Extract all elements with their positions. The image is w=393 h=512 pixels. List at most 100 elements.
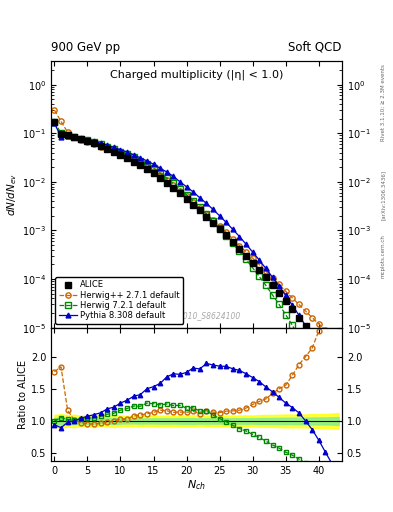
Pythia 8.308 default bbox=[178, 179, 182, 185]
Herwig 7.2.1 default bbox=[217, 225, 222, 231]
Herwig++ 2.7.1 default bbox=[52, 107, 57, 113]
Pythia 8.308 default bbox=[277, 283, 281, 289]
Herwig 7.2.1 default bbox=[52, 119, 57, 125]
ALICE bbox=[105, 146, 110, 152]
ALICE bbox=[52, 119, 57, 125]
Pythia 8.308 default bbox=[257, 257, 262, 263]
Text: Charged multiplicity (|η| < 1.0): Charged multiplicity (|η| < 1.0) bbox=[110, 70, 283, 80]
Line: Herwig 7.2.1 default: Herwig 7.2.1 default bbox=[52, 119, 341, 419]
ALICE bbox=[310, 331, 314, 337]
Herwig++ 2.7.1 default bbox=[211, 217, 215, 223]
ALICE bbox=[336, 368, 341, 374]
Text: mcplots.cern.ch: mcplots.cern.ch bbox=[381, 234, 386, 278]
Herwig 7.2.1 default bbox=[92, 139, 96, 145]
Herwig 7.2.1 default bbox=[59, 130, 63, 136]
Pythia 8.308 default bbox=[98, 140, 103, 146]
Herwig++ 2.7.1 default bbox=[316, 321, 321, 327]
Pythia 8.308 default bbox=[164, 169, 169, 175]
ALICE bbox=[112, 148, 116, 155]
Pythia 8.308 default bbox=[145, 158, 149, 164]
Herwig 7.2.1 default bbox=[178, 186, 182, 192]
Pythia 8.308 default bbox=[197, 195, 202, 201]
Herwig 7.2.1 default bbox=[303, 345, 308, 351]
Herwig++ 2.7.1 default bbox=[138, 160, 143, 166]
Herwig++ 2.7.1 default bbox=[125, 154, 129, 160]
Pythia 8.308 default bbox=[158, 165, 163, 172]
Herwig 7.2.1 default bbox=[85, 137, 90, 143]
ALICE bbox=[231, 239, 235, 245]
ALICE bbox=[158, 175, 163, 181]
Herwig++ 2.7.1 default bbox=[330, 334, 334, 340]
Pythia 8.308 default bbox=[310, 334, 314, 340]
ALICE bbox=[323, 348, 328, 354]
Herwig 7.2.1 default bbox=[125, 151, 129, 157]
Herwig 7.2.1 default bbox=[336, 413, 341, 419]
Herwig 7.2.1 default bbox=[72, 134, 77, 140]
Herwig++ 2.7.1 default bbox=[231, 236, 235, 242]
Herwig 7.2.1 default bbox=[316, 370, 321, 376]
Herwig++ 2.7.1 default bbox=[105, 146, 110, 152]
ALICE bbox=[330, 357, 334, 364]
Herwig 7.2.1 default bbox=[105, 143, 110, 150]
Y-axis label: $dN/dN_{ev}$: $dN/dN_{ev}$ bbox=[6, 173, 19, 216]
ALICE bbox=[297, 315, 301, 321]
ALICE bbox=[178, 190, 182, 197]
ALICE bbox=[118, 152, 123, 158]
Pythia 8.308 default bbox=[184, 184, 189, 190]
ALICE bbox=[151, 170, 156, 176]
ALICE bbox=[171, 185, 176, 191]
Herwig++ 2.7.1 default bbox=[59, 118, 63, 124]
Herwig++ 2.7.1 default bbox=[85, 139, 90, 145]
ALICE bbox=[59, 131, 63, 137]
ALICE bbox=[217, 226, 222, 232]
Herwig 7.2.1 default bbox=[290, 322, 295, 328]
ALICE bbox=[290, 306, 295, 312]
Herwig++ 2.7.1 default bbox=[303, 308, 308, 314]
Herwig 7.2.1 default bbox=[237, 248, 242, 254]
Herwig++ 2.7.1 default bbox=[336, 342, 341, 348]
ALICE bbox=[316, 339, 321, 346]
Pythia 8.308 default bbox=[79, 135, 83, 141]
Herwig++ 2.7.1 default bbox=[323, 327, 328, 333]
Herwig 7.2.1 default bbox=[65, 132, 70, 138]
Herwig++ 2.7.1 default bbox=[197, 205, 202, 211]
Herwig 7.2.1 default bbox=[211, 218, 215, 224]
Herwig++ 2.7.1 default bbox=[98, 143, 103, 150]
ALICE bbox=[257, 267, 262, 273]
Pythia 8.308 default bbox=[217, 213, 222, 219]
Pythia 8.308 default bbox=[224, 220, 229, 226]
ALICE bbox=[125, 155, 129, 161]
ALICE bbox=[65, 133, 70, 139]
Pythia 8.308 default bbox=[270, 274, 275, 281]
Pythia 8.308 default bbox=[283, 292, 288, 298]
Herwig 7.2.1 default bbox=[131, 154, 136, 160]
Pythia 8.308 default bbox=[316, 347, 321, 353]
Pythia 8.308 default bbox=[59, 134, 63, 140]
ALICE bbox=[204, 214, 209, 220]
ALICE bbox=[224, 232, 229, 239]
ALICE bbox=[184, 196, 189, 202]
Herwig++ 2.7.1 default bbox=[250, 255, 255, 261]
Pythia 8.308 default bbox=[118, 146, 123, 153]
Text: [arXiv:1306.3436]: [arXiv:1306.3436] bbox=[381, 169, 386, 220]
Herwig 7.2.1 default bbox=[277, 302, 281, 308]
Pythia 8.308 default bbox=[171, 173, 176, 179]
Pythia 8.308 default bbox=[204, 200, 209, 206]
ALICE bbox=[79, 136, 83, 142]
Herwig++ 2.7.1 default bbox=[283, 288, 288, 294]
Pythia 8.308 default bbox=[131, 152, 136, 158]
Herwig 7.2.1 default bbox=[112, 146, 116, 152]
Herwig 7.2.1 default bbox=[145, 161, 149, 167]
Pythia 8.308 default bbox=[85, 137, 90, 143]
Herwig 7.2.1 default bbox=[257, 273, 262, 280]
Herwig 7.2.1 default bbox=[118, 148, 123, 155]
Herwig 7.2.1 default bbox=[197, 204, 202, 210]
ALICE bbox=[237, 246, 242, 252]
Pythia 8.308 default bbox=[151, 161, 156, 167]
Herwig++ 2.7.1 default bbox=[184, 193, 189, 199]
ALICE bbox=[250, 260, 255, 266]
Herwig++ 2.7.1 default bbox=[112, 148, 116, 155]
Line: ALICE: ALICE bbox=[52, 119, 341, 373]
Herwig 7.2.1 default bbox=[79, 136, 83, 142]
ALICE bbox=[72, 134, 77, 140]
